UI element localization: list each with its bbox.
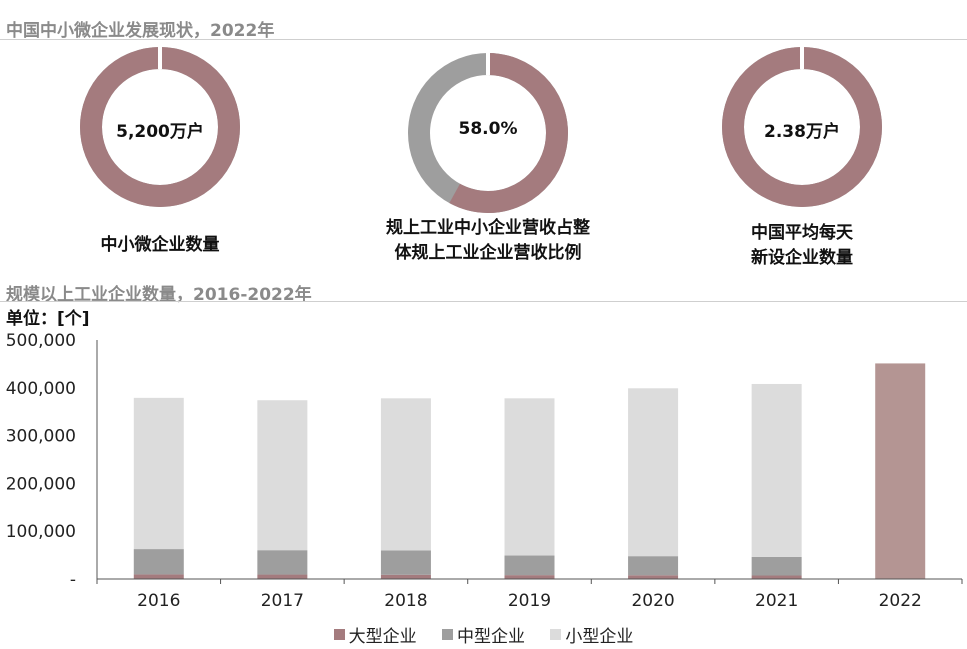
bar-segment <box>380 574 431 579</box>
x-tick-label: 2018 <box>384 591 427 611</box>
y-tick-label: 100,000 <box>6 522 76 542</box>
bar-segment <box>380 398 431 551</box>
donut-2-value: 58.0% <box>458 119 518 139</box>
y-tick-label: 200,000 <box>6 474 76 494</box>
legend-label-large: 大型企业 <box>348 627 417 647</box>
donut-1-caption-line: 中小微企业数量 <box>100 235 220 255</box>
bar-segment <box>875 363 926 579</box>
legend-item-medium: 中型企业 <box>442 622 525 647</box>
bar-segment <box>257 574 308 579</box>
bar-segment <box>133 574 184 579</box>
bar-segment <box>628 556 679 576</box>
bar-segment <box>504 575 555 579</box>
donut-chart-2 <box>408 53 568 213</box>
legend-swatch-medium <box>442 629 453 640</box>
x-tick-label: 2020 <box>631 591 674 611</box>
title-divider <box>0 39 967 40</box>
legend-item-large: 大型企业 <box>333 622 417 647</box>
donut-3-caption-line-1: 中国平均每天 <box>751 223 853 243</box>
bar-segment <box>133 549 184 575</box>
bar-segment <box>257 400 308 551</box>
donut-3-caption: 中国平均每天 新设企业数量 <box>702 221 902 271</box>
bar-segment <box>504 398 555 556</box>
donut-2-caption: 规上工业中小企业营收占整 体规上工业企业营收比例 <box>358 216 618 266</box>
donut-section-title: 中国中小微企业发展现状，2022年 <box>6 21 275 41</box>
y-tick-label: 500,000 <box>6 331 76 351</box>
x-tick-label: 2016 <box>137 591 180 611</box>
bar-title-divider <box>0 301 967 302</box>
x-tick-label: 2019 <box>508 591 551 611</box>
bar-segment <box>751 556 802 576</box>
stacked-bar-chart: - 100,000 200,000 300,000 400,000 500,000 2016… <box>6 331 963 611</box>
x-tick-label: 2021 <box>755 591 798 611</box>
bar-section-title: 规模以上工业企业数量，2016-2022年 <box>6 285 312 305</box>
unit-label: 单位：[个] <box>6 309 90 329</box>
legend-swatch-small <box>550 629 562 640</box>
donut-3-value: 2.38万户 <box>764 122 840 142</box>
donut-1-value: 5,200万户 <box>116 122 204 142</box>
bar-segment <box>628 575 679 579</box>
bar-segment <box>628 388 679 557</box>
y-tick-label: 300,000 <box>6 427 76 447</box>
x-tick-label: 2017 <box>261 591 304 611</box>
donut-chart-1 <box>80 47 240 207</box>
legend-label-small: 小型企业 <box>565 627 634 647</box>
bar-segment <box>504 555 555 576</box>
legend-item-small: 小型企业 <box>550 622 633 647</box>
x-tick-label: 2022 <box>879 591 922 611</box>
bar-segment <box>380 550 431 575</box>
y-tick-label: - <box>70 570 76 590</box>
bar-segment <box>751 383 802 557</box>
bar-segment <box>257 550 308 575</box>
chart-legend: 大型企业 中型企业 小型企业 <box>0 622 967 647</box>
bar-segment <box>751 575 802 579</box>
donut-1-caption: 中小微企业数量 <box>60 233 260 258</box>
donut-2-caption-line-1: 规上工业中小企业营收占整 <box>386 218 590 238</box>
legend-label-medium: 中型企业 <box>457 627 525 647</box>
donut-3-caption-line-2: 新设企业数量 <box>751 248 853 268</box>
bar-segment <box>133 397 184 550</box>
legend-swatch-large <box>333 629 345 640</box>
donut-chart-3 <box>722 47 882 207</box>
y-tick-label: 400,000 <box>6 379 76 399</box>
donut-2-caption-line-2: 体规上工业企业营收比例 <box>394 243 582 263</box>
